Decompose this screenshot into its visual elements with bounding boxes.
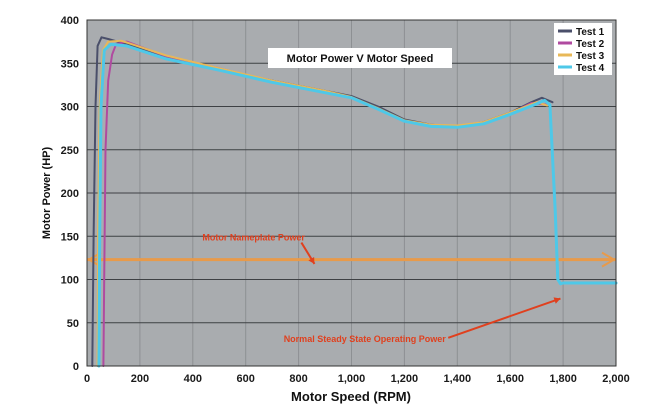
x-tick-label-0: 0 (84, 373, 90, 385)
x-tick-label-8: 1,600 (496, 373, 524, 385)
title-box (268, 48, 452, 68)
annotation-text-0: Motor Nameplate Power (202, 233, 305, 243)
y-tick-label-2: 100 (61, 275, 79, 287)
plot-frame (86, 19, 617, 367)
x-tick-label-5: 1,000 (338, 373, 366, 385)
y-tick-label-3: 150 (61, 231, 79, 243)
y-axis-ticks: 0 50 100 150 200 250 300 350 400 (61, 15, 79, 373)
x-tick-label-6: 1,200 (391, 373, 419, 385)
legend-label-test-2: Test 2 (576, 39, 605, 50)
nameplate-arrow-right (601, 251, 616, 268)
legend-label-test-1: Test 1 (576, 27, 605, 38)
annotation-arrow-head-1 (553, 297, 561, 304)
x-tick-label-1: 200 (131, 373, 149, 385)
y-tick-label-5: 250 (61, 145, 79, 157)
legend-label-test-4: Test 4 (576, 63, 605, 74)
x-axis-ticks: 0 200 400 600 800 1,000 1,200 1,400 1,600 1,800 2,… (84, 373, 630, 385)
x-tick-label-3: 600 (237, 373, 255, 385)
annotation-text-1: Normal Steady State Operating Power (284, 334, 447, 344)
series-line-test-4 (97, 42, 618, 368)
annotations: Motor Nameplate Power Normal Steady State… (202, 233, 561, 344)
x-tick-label-10: 2,000 (602, 373, 630, 385)
annotation-arrow-head-0 (308, 256, 315, 264)
annotation-arrow-line-1 (447, 297, 561, 339)
y-tick-label-0: 0 (73, 361, 79, 373)
x-axis-label: Motor Speed (RPM) (291, 389, 411, 404)
y-axis-label: Motor Power (HP) (41, 147, 53, 240)
x-tick-label-9: 1,800 (549, 373, 577, 385)
chart-title: Motor Power V Motor Speed (287, 53, 434, 65)
y-tick-label-1: 50 (67, 318, 79, 330)
x-tick-label-4: 800 (289, 373, 307, 385)
y-tick-label-8: 400 (61, 15, 79, 27)
x-tick-label-7: 1,400 (444, 373, 472, 385)
legend-label-test-3: Test 3 (576, 51, 605, 62)
x-tick-label-2: 400 (184, 373, 202, 385)
series-lines (91, 36, 618, 368)
y-tick-label-4: 200 (61, 188, 79, 200)
y-tick-label-6: 300 (61, 102, 79, 114)
y-tick-label-7: 350 (61, 58, 79, 70)
